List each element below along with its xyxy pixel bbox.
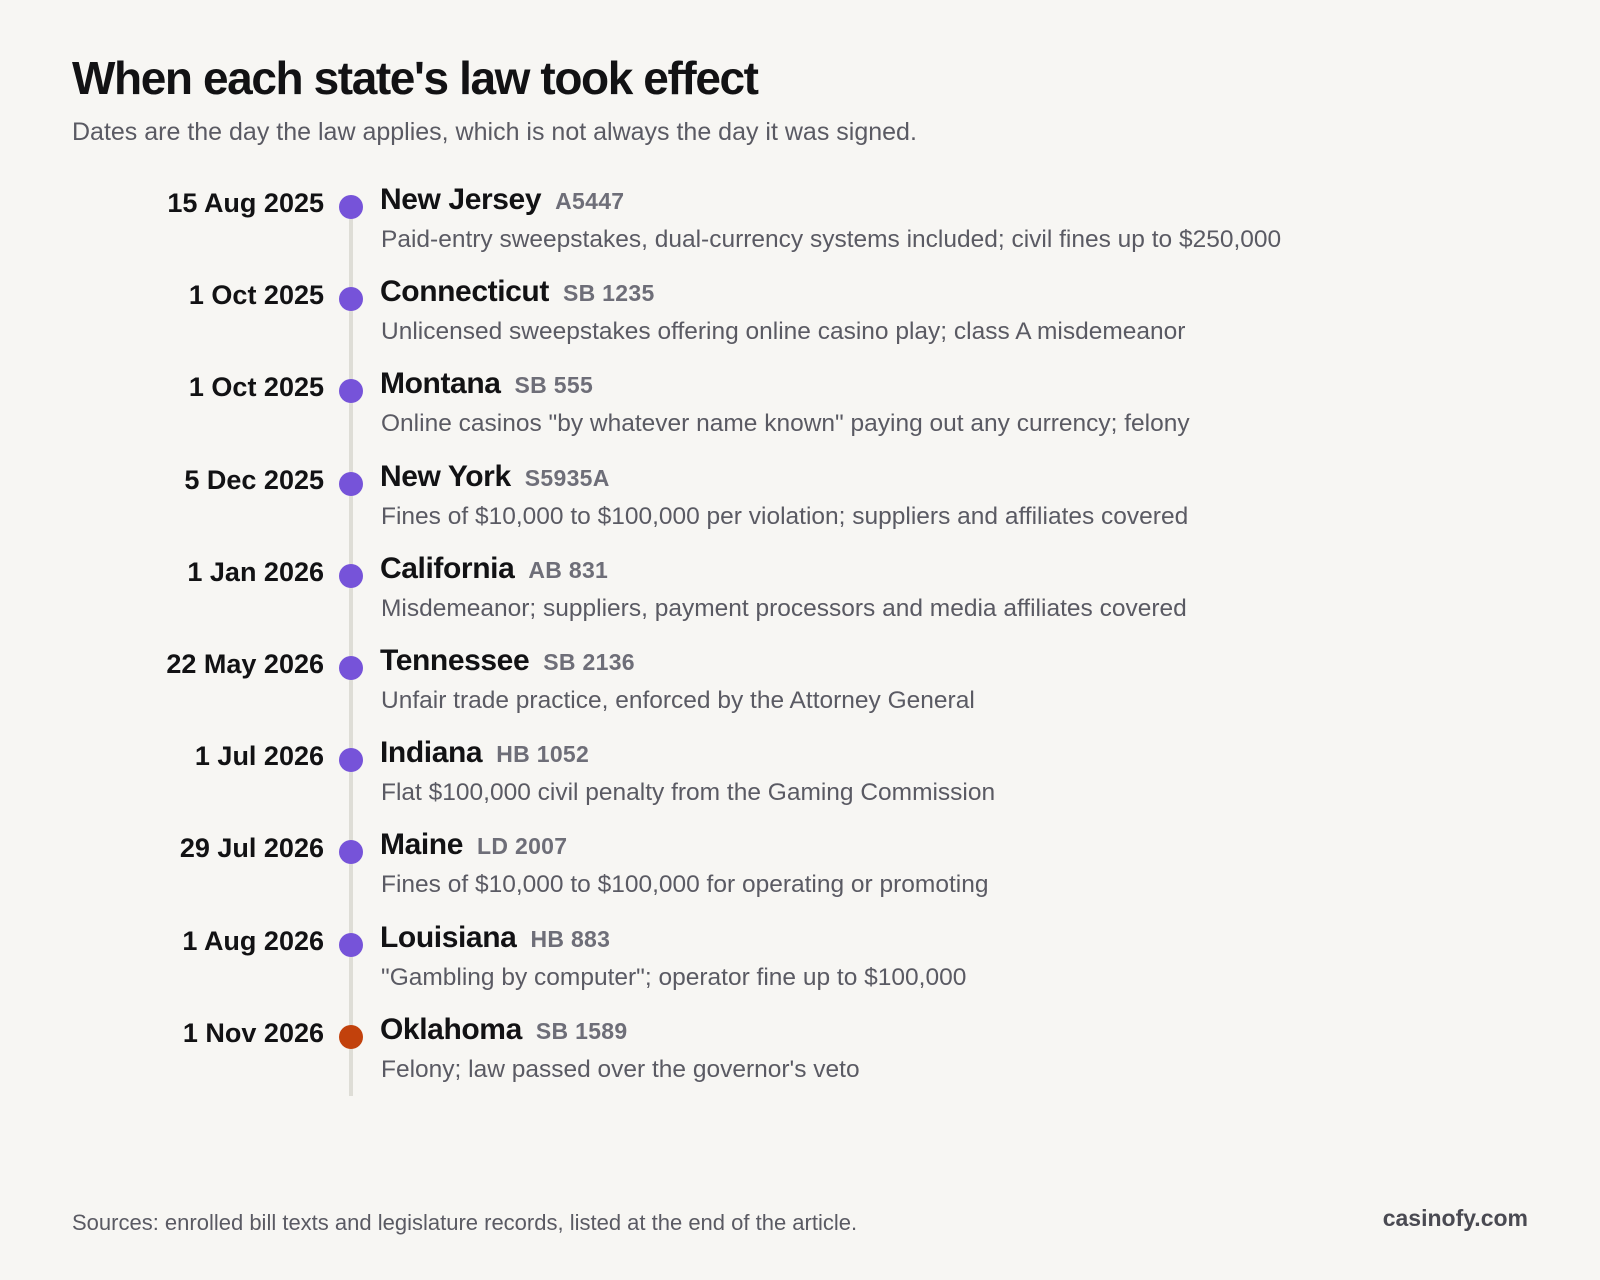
- entry-heading: Maine LD 2007: [380, 827, 567, 868]
- timeline-dot: [339, 563, 363, 588]
- entry-bill-number: SB 2136: [543, 649, 635, 675]
- timeline-entry: 1 Aug 2026 Louisiana HB 883 "Gambling by co…: [0, 920, 1600, 1014]
- entry-state: Louisiana: [380, 920, 517, 954]
- footer-sources: Sources: enrolled bill texts and legisla…: [72, 1210, 858, 1235]
- entry-description: Fines of $10,000 to $100,000 for operati…: [381, 871, 989, 899]
- entry-state: Connecticut: [380, 275, 549, 309]
- timeline-entry: 1 Jul 2026 Indiana HB 1052 Flat $100,000 ci…: [0, 735, 1600, 829]
- timeline-dot: [339, 287, 363, 312]
- timeline-entry: 1 Jan 2026 California AB 831 Misdemeanor; s…: [0, 551, 1600, 645]
- entry-description: Unfair trade practice, enforced by the A…: [381, 687, 975, 714]
- entry-description: Paid-entry sweepstakes, dual-currency sy…: [381, 226, 1282, 253]
- entry-bill-number: HB 883: [530, 925, 611, 952]
- timeline-dot: [339, 379, 363, 404]
- footer-brand: casinofy.com: [1382, 1205, 1528, 1231]
- timeline-dot: [339, 471, 363, 496]
- entry-date: 15 Aug 2025: [167, 188, 324, 218]
- entry-description: Misdemeanor; suppliers, payment processo…: [381, 594, 1187, 622]
- entry-date: 1 Oct 2025: [188, 280, 324, 311]
- page-title: When each state's law took effect: [72, 52, 759, 104]
- entry-heading: New Jersey A5447: [380, 182, 624, 223]
- timeline-entry: 5 Dec 2025 New York S5935A Fines of $10,000…: [0, 459, 1600, 553]
- timeline-dot: [339, 195, 363, 219]
- entry-date: 1 Jul 2026: [194, 741, 324, 772]
- entry-description: Unlicensed sweepstakes offering online c…: [381, 318, 1186, 346]
- entry-bill-number: SB 1589: [535, 1017, 628, 1044]
- timeline-entry: 1 Nov 2026 Oklahoma SB 1589 Felony; law pas…: [0, 1012, 1600, 1106]
- entry-heading: Connecticut SB 1235: [380, 274, 655, 315]
- entry-heading: Oklahoma SB 1589: [380, 1012, 627, 1053]
- entry-date: 22 May 2026: [166, 649, 324, 679]
- entry-bill-number: HB 1052: [496, 741, 590, 768]
- timeline-entry: 1 Oct 2025 Connecticut SB 1235 Unlicensed s…: [0, 274, 1600, 368]
- entry-state: New Jersey: [380, 183, 542, 216]
- entry-state: Maine: [380, 828, 464, 862]
- timeline-entry: 22 May 2026 Tennessee SB 2136 Unfair trade …: [0, 643, 1600, 737]
- entry-date: 5 Dec 2025: [184, 464, 324, 495]
- timeline-dot-highlight: [339, 1024, 363, 1049]
- entry-date: 1 Aug 2026: [182, 925, 324, 956]
- entry-state: Tennessee: [380, 644, 530, 677]
- entry-heading: Tennessee SB 2136: [380, 643, 635, 684]
- entry-bill-number: SB 1235: [562, 280, 655, 307]
- entry-bill-number: A5447: [555, 188, 625, 214]
- entry-bill-number: LD 2007: [477, 833, 568, 860]
- entry-heading: California AB 831: [380, 551, 608, 592]
- timeline-dot: [339, 932, 363, 957]
- entry-bill-number: S5935A: [524, 464, 610, 491]
- timeline-dot: [339, 656, 363, 680]
- timeline-line: [349, 206, 353, 1096]
- entry-heading: New York S5935A: [380, 459, 610, 500]
- timeline-entry: 15 Aug 2025 New Jersey A5447 Paid-entry swe…: [0, 182, 1600, 276]
- timeline-entry: 29 Jul 2026 Maine LD 2007 Fines of $10,000 …: [0, 827, 1600, 921]
- entry-description: Felony; law passed over the governor's v…: [381, 1055, 860, 1083]
- entry-heading: Indiana HB 1052: [380, 735, 589, 776]
- entry-date: 29 Jul 2026: [179, 833, 324, 864]
- entry-state: New York: [380, 459, 511, 493]
- entry-description: Online casinos "by whatever name known" …: [381, 410, 1190, 438]
- timeline-dot: [339, 748, 363, 773]
- timeline: 15 Aug 2025 New Jersey A5447 Paid-entry swe…: [0, 182, 1600, 1110]
- timeline-dot: [339, 840, 363, 865]
- entry-heading: Louisiana HB 883: [380, 920, 610, 961]
- entry-date: 1 Nov 2026: [182, 1017, 324, 1048]
- entry-description: Fines of $10,000 to $100,000 per violati…: [381, 502, 1189, 530]
- entry-state: Montana: [380, 367, 501, 401]
- entry-date: 1 Oct 2025: [188, 372, 324, 403]
- entry-description: Flat $100,000 civil penalty from the Gam…: [381, 779, 996, 807]
- page-subtitle: Dates are the day the law applies, which…: [72, 118, 917, 146]
- timeline-entry: 1 Oct 2025 Montana SB 555 Online casinos "b…: [0, 366, 1600, 460]
- entry-heading: Montana SB 555: [380, 366, 593, 407]
- entry-state: California: [380, 551, 515, 585]
- entry-state: Indiana: [380, 736, 483, 770]
- entry-date: 1 Jan 2026: [187, 556, 324, 587]
- entry-bill-number: SB 555: [514, 372, 594, 399]
- entry-bill-number: AB 831: [528, 556, 609, 583]
- entry-description: "Gambling by computer"; operator fine up…: [381, 963, 967, 991]
- entry-state: Oklahoma: [380, 1012, 522, 1046]
